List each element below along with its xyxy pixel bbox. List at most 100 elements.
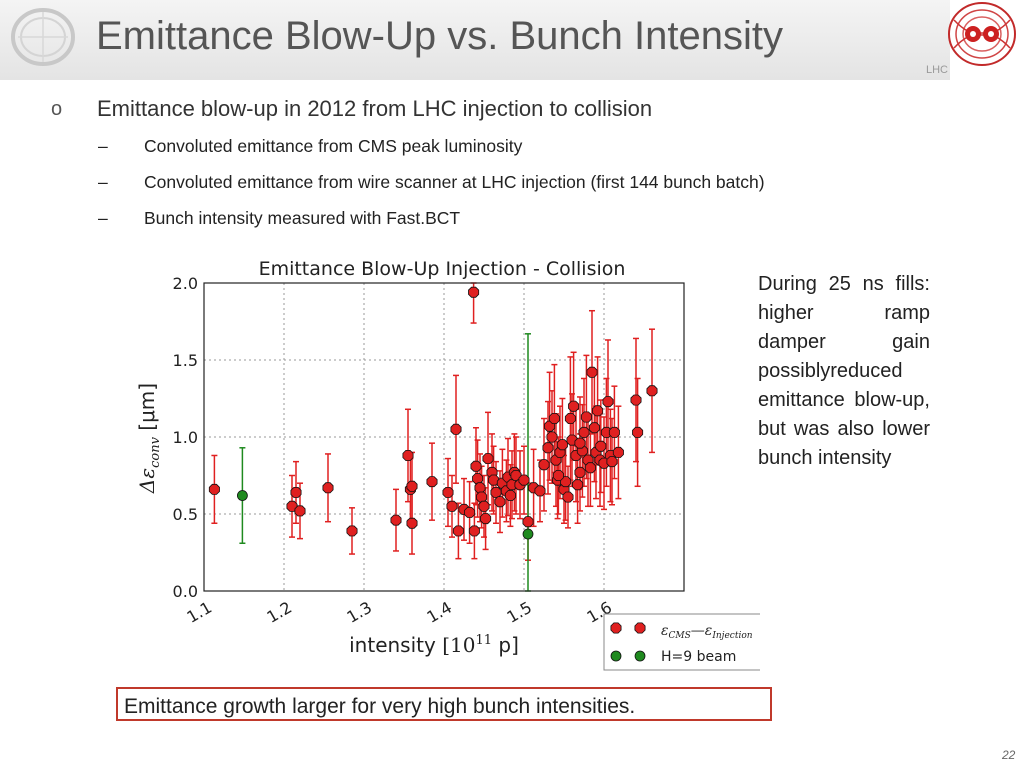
bullet-text: Emittance blow-up in 2012 from LHC injec… xyxy=(97,96,653,121)
cms-point xyxy=(548,412,560,425)
cms-point xyxy=(580,411,592,423)
legend-marker-h9 xyxy=(610,650,622,662)
callout-box: Emittance growth larger for very high bu… xyxy=(116,687,772,721)
legend-label-h9: H=9 beam xyxy=(661,649,736,665)
callout-text: Emittance growth larger for very high bu… xyxy=(124,695,636,718)
sub-item-text: Bunch intensity measured with Fast.BCT xyxy=(144,208,461,228)
cms-point xyxy=(584,462,596,474)
cms-point xyxy=(542,442,554,454)
sub-item: – Convoluted emittance from CMS peak lumi… xyxy=(98,136,522,157)
cms-point xyxy=(522,516,534,528)
cms-point xyxy=(470,460,482,472)
legend-cms-sub2: Injection xyxy=(711,631,752,641)
cms-point xyxy=(442,486,454,498)
legend-cms-sub1: CMS xyxy=(669,631,691,641)
cms-point xyxy=(464,506,476,518)
sub-item: – Convoluted emittance from wire scanner … xyxy=(98,172,765,193)
cms-point xyxy=(494,496,506,508)
chart-title: Emittance Blow-Up Injection - Collision xyxy=(259,258,626,280)
y-label-sub: conv xyxy=(148,436,163,467)
cms-point xyxy=(476,491,488,503)
plot-frame xyxy=(203,282,685,592)
cms-point xyxy=(490,486,502,498)
cms-point xyxy=(518,474,530,486)
x-axis-label: intensity [1011 p] xyxy=(349,633,519,657)
legend-cms-mid: —ε xyxy=(691,623,713,639)
cms-point xyxy=(572,479,584,491)
cms-point xyxy=(468,286,480,298)
h9-point xyxy=(522,528,534,540)
legend-cms-eps1: ε xyxy=(661,623,669,639)
x-label-unit: [10 xyxy=(442,633,475,657)
error-bars xyxy=(211,282,655,592)
cms-point xyxy=(606,456,618,468)
cms-point xyxy=(574,466,586,478)
cms-point xyxy=(608,426,620,438)
cms-point xyxy=(480,513,492,525)
cms-point xyxy=(294,505,306,517)
lhc-logo xyxy=(948,2,1016,66)
cms-point xyxy=(538,459,550,471)
cms-point xyxy=(632,426,644,438)
cms-point xyxy=(630,394,642,406)
y-tick-label: 0.0 xyxy=(173,582,198,601)
y-tick-label: 1.5 xyxy=(173,351,198,370)
legend-marker-h9 xyxy=(634,650,646,662)
cms-point xyxy=(556,439,568,451)
chart-grid xyxy=(204,283,684,591)
x-tick-label: 1.3 xyxy=(343,598,375,627)
sub-item-text: Convoluted emittance from wire scanner a… xyxy=(144,172,765,192)
sub-item: – Bunch intensity measured with Fast.BCT xyxy=(98,208,460,229)
cms-point xyxy=(474,482,486,494)
x-tick-label: 1.5 xyxy=(503,598,535,627)
cms-point xyxy=(586,366,598,378)
cms-point xyxy=(504,489,516,502)
cms-point xyxy=(546,431,558,443)
chart-legend: εCMS—εInjection H=9 beam xyxy=(603,613,760,671)
legend-marker-cms xyxy=(634,622,646,634)
cms-point xyxy=(208,483,220,495)
cms-point xyxy=(290,486,302,498)
cms-point xyxy=(592,405,604,417)
cms-point xyxy=(534,485,546,497)
legend-markers xyxy=(610,622,646,662)
page-number: 22 xyxy=(1002,748,1016,762)
cms-point xyxy=(406,517,418,529)
cms-point xyxy=(552,469,564,482)
cms-point xyxy=(488,474,500,486)
cms-point xyxy=(564,412,576,425)
cms-point xyxy=(406,480,418,492)
cms-point xyxy=(478,500,490,512)
page-title: Emittance Blow-Up vs. Bunch Intensity xyxy=(96,14,783,58)
cms-point xyxy=(468,525,480,537)
side-note: During 25 ns fills: higher ramp damper g… xyxy=(758,273,930,469)
x-tick-label: 1.2 xyxy=(263,598,295,627)
cms-point xyxy=(602,396,614,408)
x-tick-label: 1.4 xyxy=(423,598,455,627)
cms-point xyxy=(588,422,600,434)
y-axis-label: Δεconv [μm] xyxy=(135,383,163,494)
cms-point xyxy=(450,423,462,435)
cms-point xyxy=(482,453,494,465)
cms-point xyxy=(574,437,586,449)
bullet-marker: o xyxy=(51,98,63,120)
cms-point xyxy=(322,482,334,494)
y-tick-label: 2.0 xyxy=(173,274,198,293)
x-label-main: intensity xyxy=(349,633,436,657)
cms-point xyxy=(568,400,580,412)
x-label-exp: 11 xyxy=(475,633,492,648)
y-tick-label: 0.5 xyxy=(173,505,198,524)
y-label-unit: [μm] xyxy=(135,383,159,437)
sub-item-text: Convoluted emittance from CMS peak lumin… xyxy=(144,136,523,156)
legend-marker-cms xyxy=(610,622,622,634)
cms-point xyxy=(472,473,484,485)
cms-point xyxy=(612,446,624,458)
cms-point xyxy=(578,426,590,438)
y-label-prefix: Δε xyxy=(135,468,159,494)
sub-item-dash: – xyxy=(98,172,108,192)
cms-point xyxy=(390,514,402,526)
cms-point xyxy=(402,449,414,462)
cms-point xyxy=(452,525,464,537)
cms-point xyxy=(562,491,574,503)
emittance-chart: Emittance Blow-Up Injection - Collision … xyxy=(135,258,760,671)
